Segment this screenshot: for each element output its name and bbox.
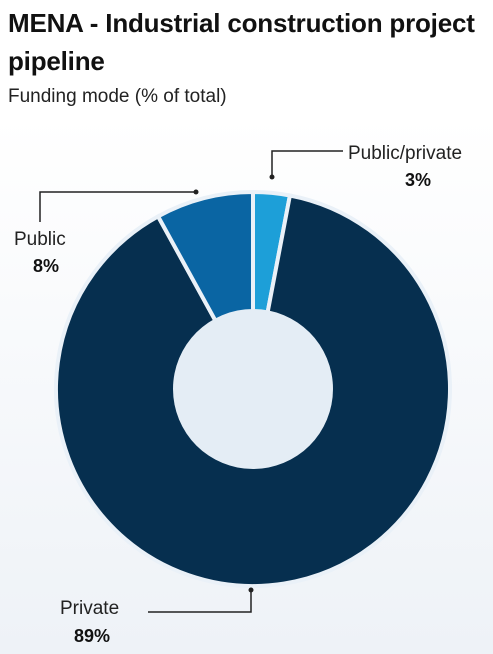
label-public: Public <box>14 229 66 250</box>
label-public-private: Public/private <box>348 143 462 164</box>
value-label-public-private: 3% <box>405 170 431 190</box>
leader-dot-public <box>193 189 199 195</box>
leader-dot-private <box>248 587 254 593</box>
chart-subtitle: Funding mode (% of total) <box>8 86 227 107</box>
chart-title: MENA - Industrial construction project p… <box>8 8 475 76</box>
label-private: Private <box>60 598 119 619</box>
donut-hole <box>173 309 333 469</box>
value-label-public: 8% <box>33 256 59 276</box>
labels-layer: Public/private 3% Private 89% Public 8% <box>14 143 462 646</box>
value-label-private: 89% <box>74 626 110 646</box>
leader-line-private <box>148 590 252 613</box>
leader-line-public <box>39 191 196 222</box>
leader-dot-public-private <box>269 174 275 180</box>
leader-line-public-private <box>271 150 343 177</box>
